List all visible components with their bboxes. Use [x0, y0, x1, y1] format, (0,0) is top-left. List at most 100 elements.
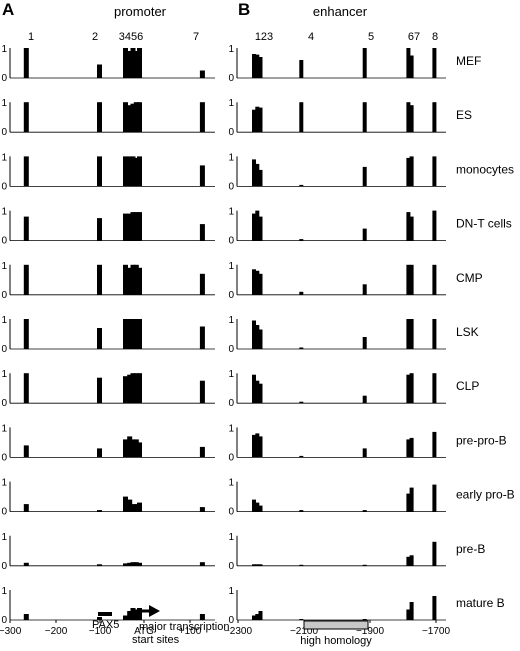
promoter-methylation-bar — [199, 273, 205, 295]
enhancer-methylation-bar — [252, 320, 256, 349]
promoter-methylation-bar — [127, 436, 133, 458]
promoter-methylation-bar — [130, 103, 136, 133]
enhancer-methylation-bar — [406, 319, 411, 349]
enhancer-methylation-bar — [299, 401, 304, 404]
enhancer-methylation-bar — [258, 436, 263, 458]
enhancer-methylation-bar — [409, 555, 414, 566]
promoter-methylation-bar — [133, 562, 139, 566]
promoter-y-tick-label: 0 — [1, 236, 7, 247]
promoter-methylation-bar — [127, 562, 133, 566]
promoter-methylation-bar — [23, 614, 29, 620]
enhancer-y-tick-label: 1 — [228, 152, 234, 163]
promoter-methylation-bar — [127, 105, 133, 133]
promoter-row: 10 — [1, 423, 215, 463]
enhancer-y-tick-label: 0 — [228, 398, 234, 409]
enhancer-row: 10 — [228, 44, 446, 84]
enhancer-methylation-bar — [406, 102, 411, 133]
promoter-methylation-bar — [23, 102, 29, 133]
promoter-methylation-bar — [133, 212, 139, 241]
enhancer-methylation-bar — [255, 106, 260, 133]
promoter-methylation-bar — [137, 442, 142, 458]
enhancer-methylation-bar — [255, 564, 260, 566]
enhancer-methylation-bar — [255, 270, 260, 295]
enhancer-methylation-bar — [258, 383, 263, 404]
enhancer-methylation-bar — [432, 431, 437, 458]
enhancer-methylation-bar — [252, 499, 256, 512]
enhancer-methylation-bar — [432, 156, 437, 187]
promoter-methylation-bar — [123, 439, 128, 458]
promoter-methylation-bar — [123, 264, 128, 295]
enhancer-row: 10 — [228, 532, 446, 572]
enhancer-y-tick-label: 0 — [228, 561, 234, 572]
enhancer-x-tick-label: −2100 — [290, 626, 319, 637]
enhancer-methylation-bar — [299, 239, 304, 241]
promoter-methylation-bar — [97, 64, 102, 78]
promoter-methylation-bar — [137, 212, 142, 241]
promoter-methylation-bar — [127, 213, 133, 241]
enhancer-methylation-bar — [252, 564, 256, 566]
promoter-methylation-bar — [123, 48, 128, 78]
promoter-methylation-bar — [130, 48, 136, 78]
enhancer-methylation-bar — [409, 216, 414, 241]
enhancer-methylation-bar — [258, 273, 263, 295]
enhancer-y-tick-label: 1 — [228, 369, 234, 380]
enhancer-methylation-bar — [255, 325, 260, 349]
promoter-y-tick-label: 0 — [1, 507, 7, 518]
enhancer-row: 1 0−2300 −2100 −1900 −1700 — [224, 586, 451, 637]
promoter-row: 10 — [1, 261, 215, 301]
promoter-methylation-bar — [199, 562, 205, 566]
promoter-methylation-bar — [123, 156, 128, 187]
enhancer-y-tick-label: 0 — [228, 127, 234, 138]
promoter-methylation-bar — [123, 563, 128, 566]
promoter-methylation-bar — [123, 376, 128, 404]
enhancer-methylation-bar — [409, 437, 414, 458]
promoter-y-tick-label: 1 — [1, 586, 7, 597]
promoter-methylation-bar — [199, 70, 205, 78]
promoter-y-tick-label: 1 — [1, 98, 7, 109]
enhancer-methylation-bar — [299, 291, 304, 295]
cell-type-label: ES — [456, 108, 472, 122]
enhancer-methylation-bar — [252, 213, 256, 241]
promoter-x-tick-label: −300 — [0, 626, 22, 637]
promoter-methylation-bar — [199, 102, 205, 133]
promoter-methylation-bar — [23, 216, 29, 241]
enhancer-methylation-bar — [362, 284, 367, 295]
promoter-methylation-bar — [199, 380, 205, 404]
enhancer-methylation-bar — [409, 373, 414, 404]
enhancer-methylation-bar — [299, 102, 304, 133]
enhancer-methylation-bar — [255, 380, 260, 404]
promoter-methylation-bar — [97, 564, 102, 566]
enhancer-site-label: 4 — [308, 31, 314, 43]
enhancer-methylation-bar — [406, 264, 411, 295]
enhancer-methylation-bar — [299, 347, 304, 349]
tss-arrow — [132, 609, 150, 619]
promoter-methylation-bar — [123, 496, 128, 512]
enhancer-methylation-bar — [432, 48, 437, 78]
promoter-y-tick-label: 0 — [1, 615, 7, 626]
promoter-methylation-bar — [137, 373, 142, 404]
promoter-methylation-bar — [23, 445, 29, 458]
promoter-methylation-bar — [137, 102, 142, 133]
enhancer-methylation-bar — [252, 54, 256, 78]
promoter-row: 10 — [1, 315, 215, 355]
enhancer-methylation-bar — [362, 48, 367, 78]
promoter-row: 10 — [1, 369, 215, 409]
promoter-methylation-bar — [133, 373, 139, 404]
enhancer-methylation-bar — [299, 455, 304, 458]
enhancer-methylation-bar — [255, 433, 260, 458]
enhancer-y-tick-label: 0 — [228, 344, 234, 355]
promoter-methylation-bar — [133, 102, 139, 133]
high-homology-label: high homology — [300, 635, 372, 647]
promoter-row: 10 — [1, 44, 215, 84]
enhancer-methylation-bar — [255, 210, 260, 241]
enhancer-methylation-bar — [299, 564, 304, 566]
enhancer-methylation-bar — [258, 169, 263, 187]
promoter-y-tick-label: 0 — [1, 73, 7, 84]
enhancer-methylation-bar — [299, 510, 304, 512]
promoter-methylation-bar — [133, 319, 139, 349]
promoter-methylation-bar — [199, 446, 205, 458]
promoter-methylation-bar — [97, 617, 102, 620]
